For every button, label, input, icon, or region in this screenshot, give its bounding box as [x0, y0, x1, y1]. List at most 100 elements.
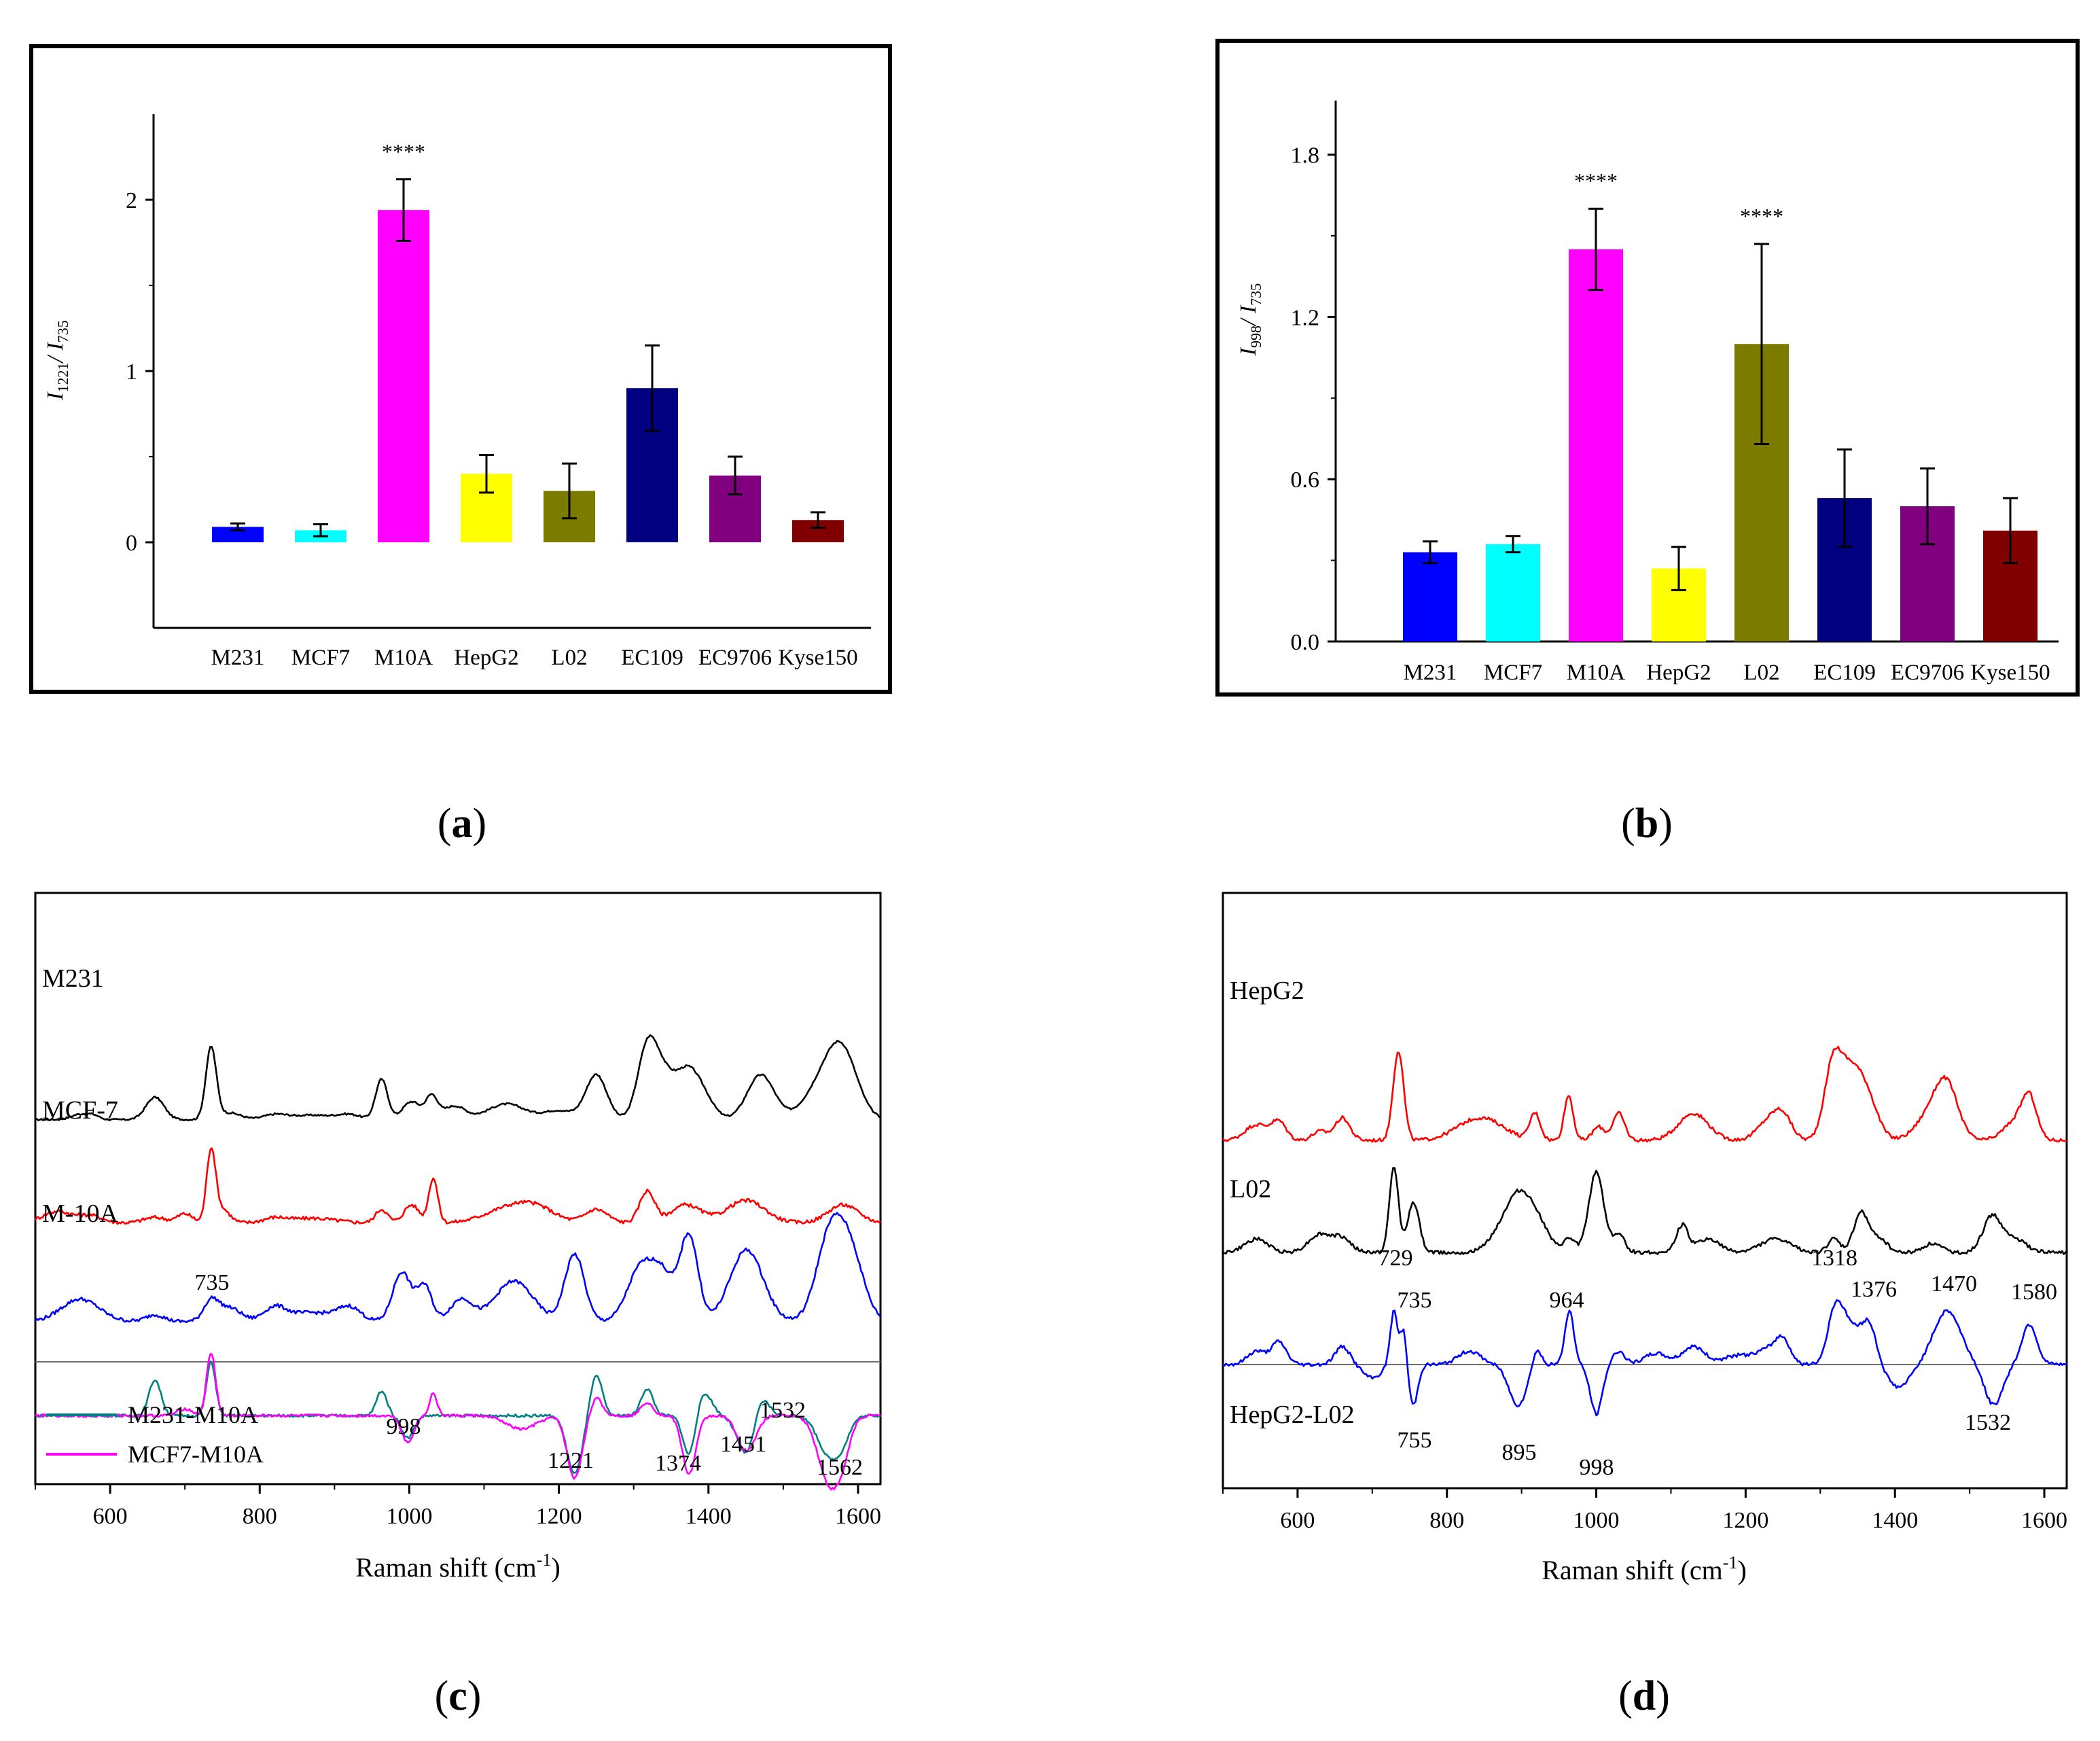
panel-b-category-kyse150: Kyse150 — [1970, 661, 2050, 685]
panel-d-xtick-label-3: 1200 — [1722, 1508, 1768, 1533]
panel-c-legend: M231-M10A MCF7-M10A — [46, 1401, 264, 1468]
peak-label-729: 729 — [1378, 1246, 1413, 1271]
panel-b-bar-m231 — [1403, 552, 1457, 641]
panel-a-bar-m231 — [212, 527, 264, 542]
peak-label-1221: 1221 — [548, 1448, 594, 1473]
panel-c-peak-labels: 735 998 1221 1374 1451 1532 1562 — [195, 1270, 864, 1480]
panel-b-category-hepg2: HepG2 — [1646, 661, 1711, 685]
panel-d-caption: (d) — [1618, 1673, 1670, 1719]
panel-b-significance-1: **** — [1740, 204, 1783, 228]
panel-c-frame — [34, 892, 882, 1485]
panel-a-category-hepg2: HepG2 — [454, 646, 518, 670]
panel-b-category-m231: M231 — [1404, 661, 1457, 685]
peak-label-1376: 1376 — [1851, 1277, 1897, 1302]
peak-label-735: 735 — [1398, 1288, 1432, 1313]
panel-a-ytick-label-2: 2 — [126, 188, 137, 213]
panel-d-ticks: 600 800 1000 1200 1400 1600 — [1222, 1488, 2067, 1533]
legend-label-m231-m10a: M231-M10A — [128, 1401, 258, 1428]
legend-label-mcf7-m10a: MCF7-M10A — [128, 1441, 264, 1468]
panel-c-caption: (c) — [435, 1673, 482, 1719]
panel-a-bars: M231 MCF7 M10A HepG2 L02 EC109 EC9706 Kyse150 **… — [211, 139, 858, 670]
peak-label-755: 755 — [1398, 1428, 1432, 1453]
panel-b-category-m10a: M10A — [1567, 661, 1625, 685]
peak-label-895: 895 — [1502, 1440, 1537, 1465]
panel-c-label-m10a: M-10A — [42, 1199, 118, 1228]
panel-c-x-label: Raman shift (cm-1) — [355, 1550, 560, 1583]
panel-a-significance-0: **** — [382, 139, 425, 164]
panel-b-category-ec109: EC109 — [1813, 661, 1876, 685]
panel-b-bar-chart: 0.0 0.6 1.2 1.8 M231 MCF7 M10A HepG2 L02 EC109 EC… — [1215, 39, 2080, 697]
panel-b-ytick-label-1: 0.6 — [1291, 468, 1320, 493]
panel-b-ytick-label-0: 0.0 — [1291, 630, 1320, 655]
panel-b-y-label: I998/ I735 — [1236, 283, 1264, 357]
peak-label-1562: 1562 — [817, 1455, 863, 1480]
panel-c-xtick-label-0: 600 — [93, 1504, 128, 1529]
panel-c-label-m231: M231 — [42, 964, 104, 993]
panel-d-lines — [1222, 1045, 2067, 1417]
panel-c-label-mcf7: MCF-7 — [42, 1096, 118, 1125]
panel-c-lines — [34, 1034, 881, 1491]
panel-b-caption: (b) — [1621, 801, 1673, 847]
panel-d-frame — [1222, 892, 2068, 1490]
panel-a-caption: (a) — [438, 801, 486, 847]
peak-label-735: 735 — [195, 1270, 230, 1295]
panel-c-line-mcf7-m10a — [35, 1353, 881, 1491]
panel-a-frame — [29, 44, 892, 694]
panel-d-peak-labels: 729 735 964 1318 1376 1470 1580 755 895 … — [1378, 1246, 2058, 1480]
panel-c-xtick-label-2: 1000 — [386, 1504, 432, 1529]
panel-d-xtick-label-1: 800 — [1429, 1508, 1464, 1533]
panel-d-xtick-label-5: 1600 — [2021, 1508, 2067, 1533]
panel-c-line-mcf-7 — [34, 1147, 881, 1225]
panel-c-xtick-label-1: 800 — [243, 1504, 277, 1529]
panel-c-line-m-10a — [35, 1212, 881, 1324]
peak-label-1532: 1532 — [760, 1398, 806, 1423]
panel-d-xtick-label-2: 1000 — [1573, 1508, 1620, 1533]
panel-c-spectra: 600 800 1000 1200 1400 1600 M231 MCF-7 M-10A … — [34, 892, 882, 1583]
panel-b-category-ec9706: EC9706 — [1891, 661, 1964, 685]
panel-a-category-ec9706: EC9706 — [698, 646, 772, 670]
peak-label-1470: 1470 — [1931, 1271, 1977, 1297]
panel-b-bars: M231 MCF7 M10A HepG2 L02 EC109 EC9706 Kyse150 **… — [1403, 169, 2050, 685]
peak-label-1532: 1532 — [1965, 1410, 2011, 1435]
panel-d-xtick-label-4: 1400 — [1872, 1508, 1918, 1533]
panel-a-ytick-label-0: 0 — [126, 531, 137, 556]
panel-a-bar-chart: 0 1 2 M231 MCF7 M10A HepG2 L02 EC109 EC9706 Kyse1… — [29, 44, 892, 694]
peak-label-964: 964 — [1550, 1288, 1584, 1313]
panel-b-bar-mcf7 — [1486, 544, 1540, 641]
panel-d-label-l02: L02 — [1230, 1175, 1271, 1203]
panel-c-xtick-label-3: 1200 — [536, 1504, 582, 1529]
panel-d-label-hepg2-l02: HepG2-L02 — [1230, 1401, 1355, 1429]
panel-a-bar-m10a — [378, 210, 429, 542]
panel-b-ticks: 0.0 0.6 1.2 1.8 — [1291, 143, 1336, 655]
panel-b-bar-m10a — [1569, 249, 1623, 641]
panel-d-label-hepg2: HepG2 — [1230, 977, 1304, 1005]
panel-a-category-l02: L02 — [551, 646, 587, 670]
panel-b-significance-0: **** — [1574, 169, 1618, 193]
panel-a-ytick-label-1: 1 — [126, 359, 137, 385]
panel-c-xtick-label-4: 1400 — [686, 1504, 732, 1529]
peak-label-998: 998 — [1580, 1455, 1614, 1480]
panel-b-category-mcf7: MCF7 — [1484, 661, 1542, 685]
panel-c-line-m231 — [35, 1034, 881, 1122]
panel-d-line-l02 — [1222, 1167, 2067, 1255]
panel-a-category-ec109: EC109 — [621, 646, 683, 670]
peak-label-1451: 1451 — [720, 1432, 766, 1457]
panel-d-line-hepg2-l02 — [1222, 1299, 2067, 1417]
panel-a-category-kyse150: Kyse150 — [778, 646, 857, 670]
panel-a-category-m10a: M10A — [374, 646, 433, 670]
peak-label-1580: 1580 — [2011, 1280, 2057, 1305]
panel-a-category-m231: M231 — [211, 646, 265, 670]
peak-label-1374: 1374 — [655, 1451, 701, 1476]
panel-d-spectra: 600 800 1000 1200 1400 1600 HepG2 L02 HepG2-L… — [1222, 892, 2068, 1585]
panel-c-ticks: 600 800 1000 1200 1400 1600 — [35, 1484, 881, 1529]
panel-a-ticks: 0 1 2 — [126, 188, 154, 556]
panel-b-ytick-label-2: 1.2 — [1291, 305, 1320, 330]
panel-b-frame — [1215, 39, 2080, 697]
panel-a-y-label: I1221/ I735 — [43, 320, 71, 401]
panel-a-category-mcf7: MCF7 — [291, 646, 350, 670]
panel-b-category-l02: L02 — [1743, 661, 1779, 685]
panel-b-ytick-label-3: 1.8 — [1291, 143, 1320, 169]
panel-d-line-hepg2 — [1222, 1045, 2067, 1143]
peak-label-998: 998 — [387, 1414, 421, 1439]
